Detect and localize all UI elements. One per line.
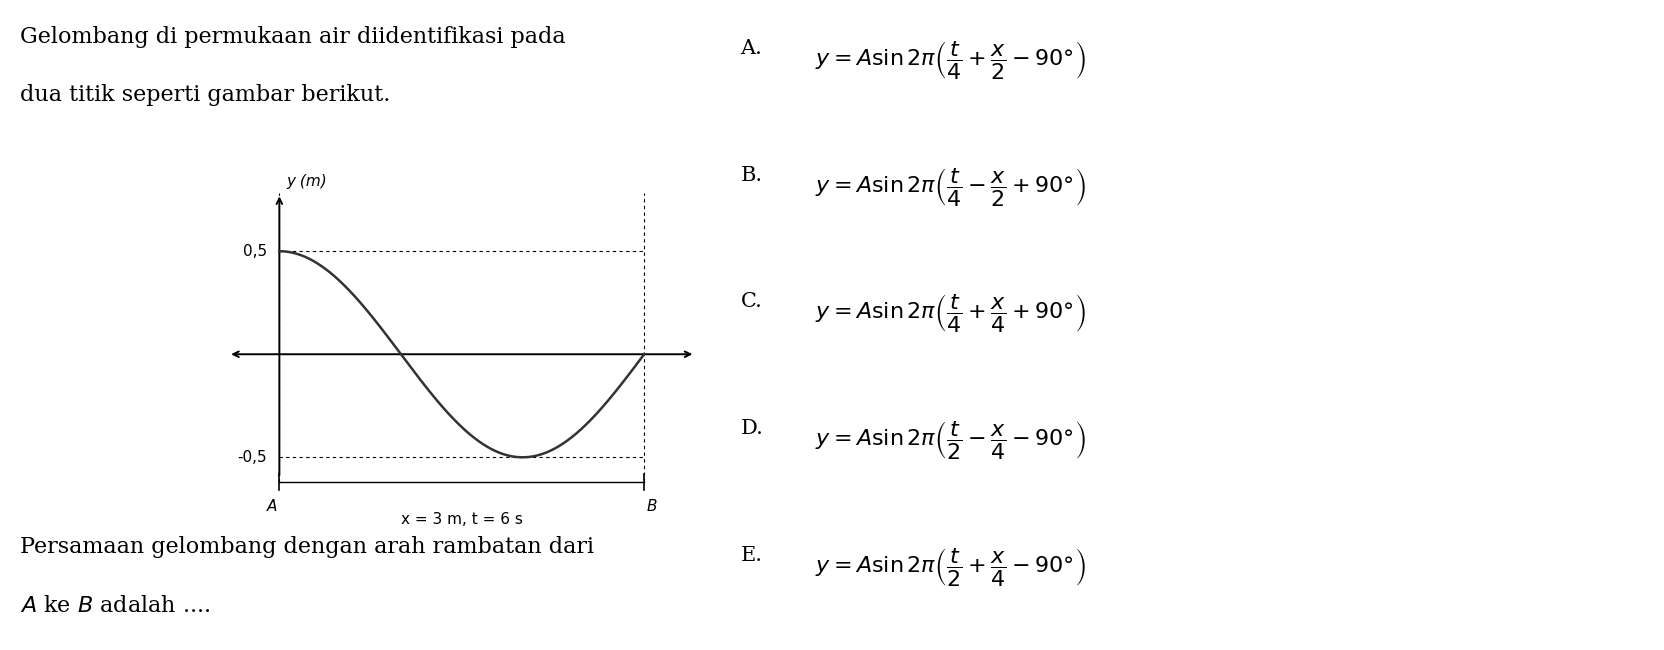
Text: Gelombang di permukaan air diidentifikasi pada: Gelombang di permukaan air diidentifikas… bbox=[20, 26, 566, 48]
Text: B.: B. bbox=[740, 166, 762, 185]
Text: $y = A\sin 2\pi\left(\dfrac{t}{4} + \dfrac{x}{4} + 90°\right)$: $y = A\sin 2\pi\left(\dfrac{t}{4} + \dfr… bbox=[815, 292, 1087, 335]
Text: C.: C. bbox=[740, 292, 762, 311]
Text: 0,5: 0,5 bbox=[243, 244, 268, 259]
Text: Persamaan gelombang dengan arah rambatan dari: Persamaan gelombang dengan arah rambatan… bbox=[20, 536, 594, 558]
Text: dua titik seperti gambar berikut.: dua titik seperti gambar berikut. bbox=[20, 84, 391, 107]
Text: x = 3 m, t = 6 s: x = 3 m, t = 6 s bbox=[401, 512, 522, 526]
Text: $A$ ke $B$ adalah ....: $A$ ke $B$ adalah .... bbox=[20, 595, 210, 617]
Text: $y = A\sin 2\pi\left(\dfrac{t}{4} - \dfrac{x}{2} + 90°\right)$: $y = A\sin 2\pi\left(\dfrac{t}{4} - \dfr… bbox=[815, 166, 1087, 208]
Text: $y = A\sin 2\pi\left(\dfrac{t}{2} - \dfrac{x}{4} - 90°\right)$: $y = A\sin 2\pi\left(\dfrac{t}{2} - \dfr… bbox=[815, 419, 1087, 461]
Text: $y = A\sin 2\pi\left(\dfrac{t}{2} + \dfrac{x}{4} - 90°\right)$: $y = A\sin 2\pi\left(\dfrac{t}{2} + \dfr… bbox=[815, 546, 1087, 588]
Text: A: A bbox=[266, 499, 278, 514]
Text: D.: D. bbox=[740, 419, 764, 438]
Text: E.: E. bbox=[740, 546, 762, 565]
Text: -0,5: -0,5 bbox=[238, 450, 268, 465]
Text: y (m): y (m) bbox=[286, 174, 328, 189]
Text: $y = A\sin 2\pi\left(\dfrac{t}{4} + \dfrac{x}{2} - 90°\right)$: $y = A\sin 2\pi\left(\dfrac{t}{4} + \dfr… bbox=[815, 39, 1087, 81]
Text: B: B bbox=[646, 499, 657, 514]
Text: A.: A. bbox=[740, 39, 762, 58]
